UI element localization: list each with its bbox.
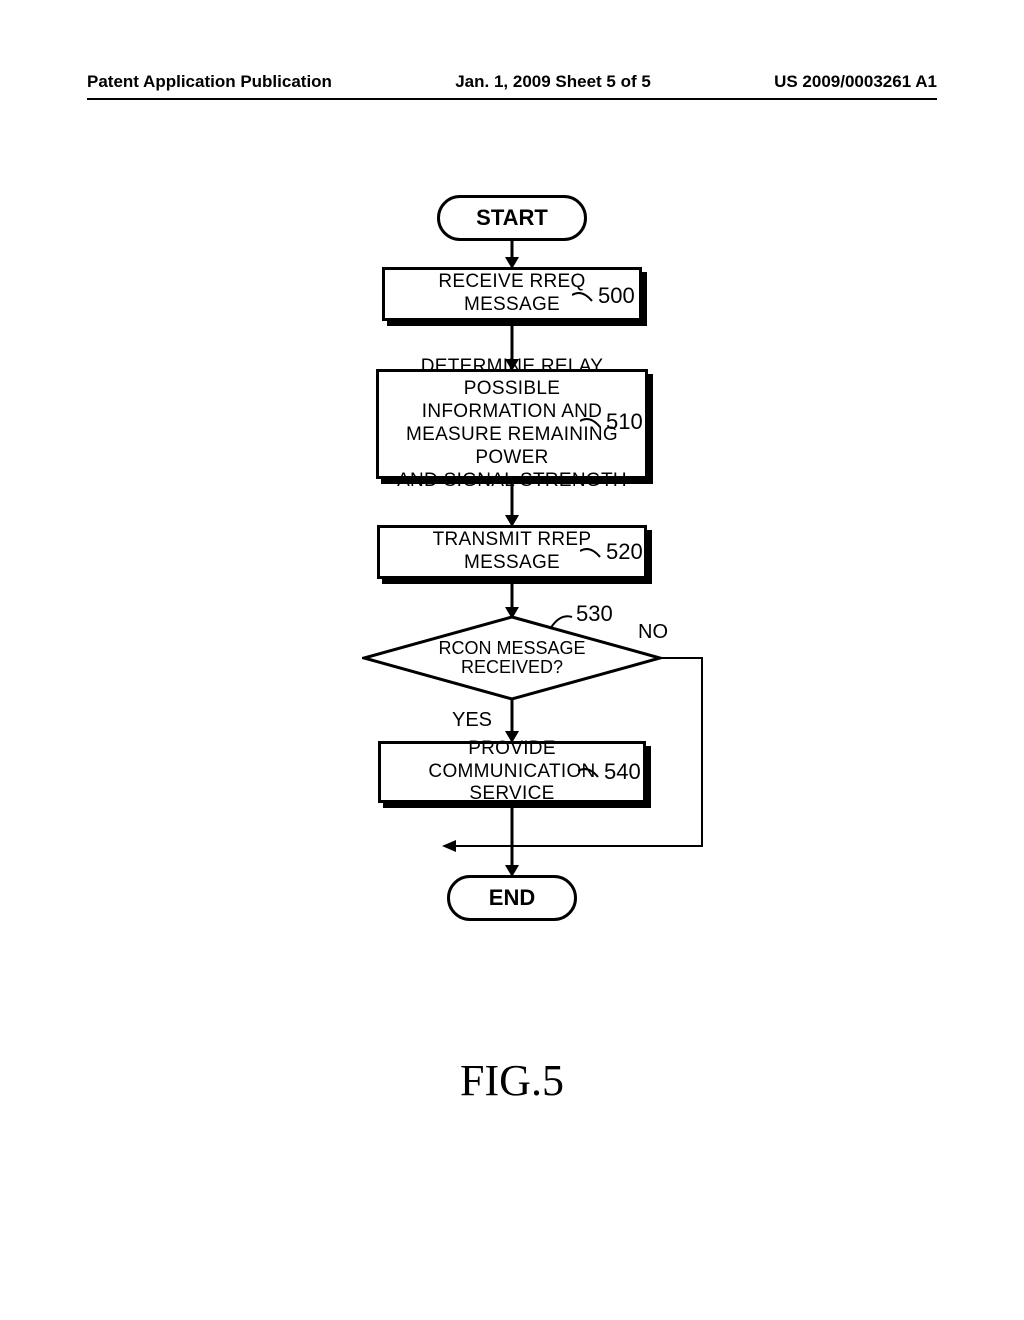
end-terminator: END bbox=[447, 875, 577, 921]
ref-510: 510 bbox=[606, 409, 643, 435]
ref-connector-510 bbox=[580, 415, 602, 433]
ref-connector-540 bbox=[578, 765, 600, 783]
arrow-510-520 bbox=[502, 483, 522, 527]
start-label: START bbox=[476, 205, 548, 231]
ref-520: 520 bbox=[606, 539, 643, 565]
header-left: Patent Application Publication bbox=[87, 72, 332, 92]
page-header: Patent Application Publication Jan. 1, 2… bbox=[87, 72, 937, 100]
ref-500: 500 bbox=[598, 283, 635, 309]
start-terminator: START bbox=[437, 195, 587, 241]
process-500-label: RECEIVE RREQ MESSAGE bbox=[391, 271, 633, 317]
figure-caption: FIG.5 bbox=[460, 1055, 564, 1106]
arrow-520-530 bbox=[502, 583, 522, 619]
header-right: US 2009/0003261 A1 bbox=[774, 72, 937, 92]
arrow-540-end bbox=[502, 807, 522, 877]
ref-530: 530 bbox=[576, 601, 613, 627]
no-label: NO bbox=[638, 621, 668, 644]
ref-connector-500 bbox=[572, 289, 594, 307]
arrow-start-500 bbox=[502, 241, 522, 269]
ref-540: 540 bbox=[604, 759, 641, 785]
ref-connector-520 bbox=[580, 545, 602, 563]
end-label: END bbox=[489, 885, 535, 911]
header-center: Jan. 1, 2009 Sheet 5 of 5 bbox=[455, 72, 651, 92]
ref-connector-530 bbox=[548, 611, 574, 631]
